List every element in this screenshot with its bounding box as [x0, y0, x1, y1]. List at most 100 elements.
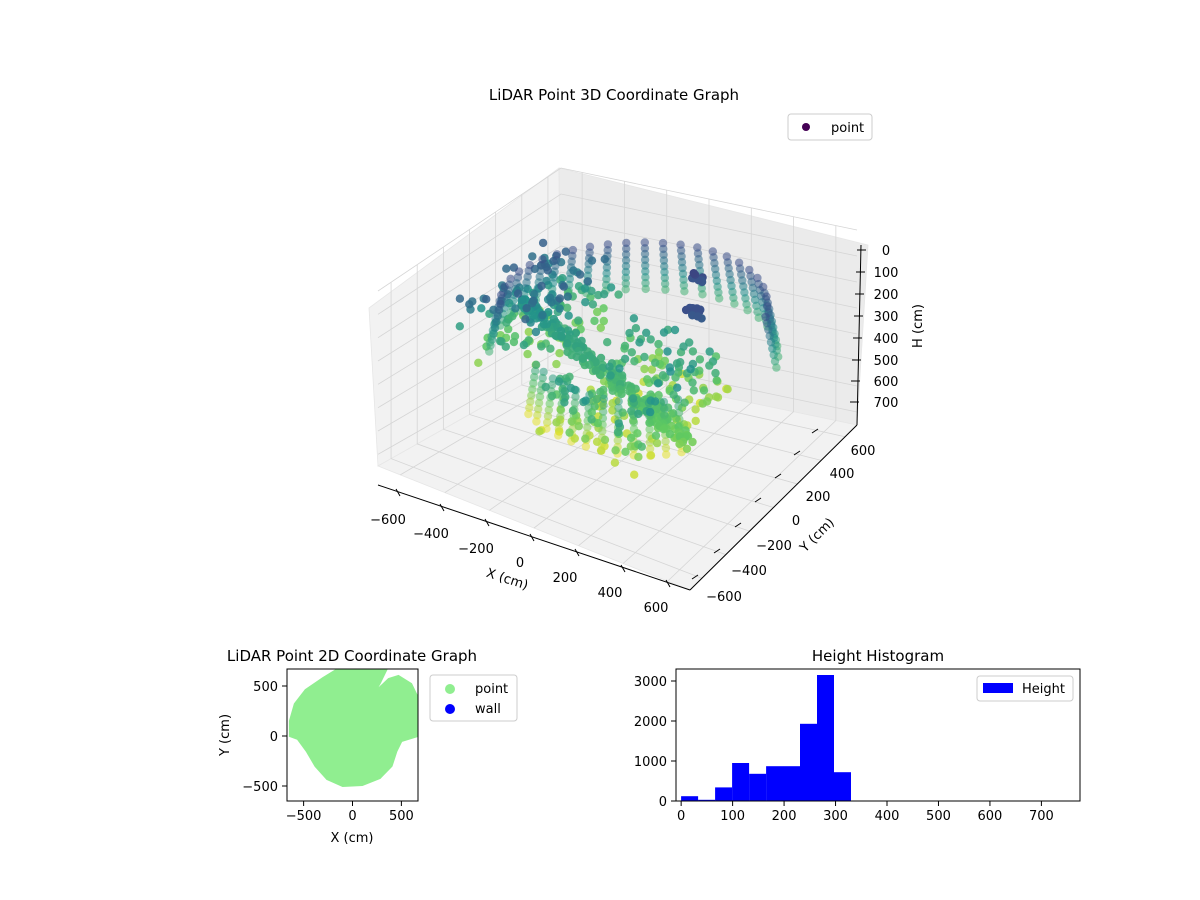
point-3d	[765, 331, 774, 341]
y3d-tick-label: 600	[851, 444, 876, 459]
point-3d	[688, 378, 697, 387]
point-3d	[641, 273, 650, 282]
point-3d	[606, 283, 616, 292]
point-3d	[599, 316, 608, 326]
point-3d	[705, 347, 714, 356]
point-3d	[676, 240, 685, 249]
point-3d	[581, 434, 590, 443]
point-3d	[626, 442, 635, 451]
point-3d	[600, 435, 610, 444]
point-3d	[646, 335, 655, 344]
histogram-bar	[715, 787, 733, 801]
chart-3d-x-axis-line	[377, 484, 691, 591]
point-3d	[575, 270, 585, 279]
z3d-gridline	[377, 219, 858, 339]
point-3d	[534, 404, 543, 414]
point-3d	[637, 442, 646, 451]
x3d-tick-mark	[395, 488, 401, 497]
point-3d	[591, 366, 601, 375]
point-3d	[627, 406, 636, 416]
point-3d	[621, 250, 631, 259]
point-3d	[580, 284, 590, 293]
point-3d	[547, 380, 557, 390]
point-3d	[592, 395, 601, 404]
point-3d	[522, 304, 531, 313]
point-3d	[693, 243, 702, 252]
point-3d	[629, 398, 639, 407]
point-3d	[563, 339, 572, 348]
chart-3d-legend-box	[787, 113, 873, 141]
point-3d	[673, 395, 683, 404]
point-3d	[674, 408, 684, 417]
point-3d	[521, 315, 530, 324]
point-3d	[599, 290, 609, 299]
point-3d	[711, 368, 720, 378]
point-3d	[691, 405, 700, 414]
point-3d	[666, 367, 675, 376]
point-3d	[645, 431, 654, 441]
point-3d	[599, 304, 608, 313]
point-3d	[660, 410, 669, 420]
point-3d	[673, 383, 682, 392]
point-3d	[581, 442, 591, 451]
point-3d	[525, 403, 534, 412]
point-3d	[517, 296, 526, 305]
point-3d	[699, 386, 709, 395]
point-3d	[561, 247, 570, 256]
point-3d	[590, 316, 599, 326]
chart-2d-xlabel: X (cm)	[331, 831, 374, 846]
point-3d	[769, 350, 778, 360]
point-3d	[587, 286, 596, 296]
point-3d	[629, 418, 639, 427]
chart-3d-legend: point	[787, 113, 873, 141]
chart-3d-z-ticks: 0 100 200 300 400 500 600 700 H (cm)	[850, 244, 926, 411]
point-3d	[640, 364, 649, 374]
chart-3d-legend-label: point	[831, 121, 864, 136]
point-3d	[535, 392, 545, 401]
point-3d	[546, 344, 555, 353]
z3d-tick-label: 0	[882, 244, 890, 259]
histogram-bar	[817, 675, 834, 801]
point-3d	[614, 397, 623, 406]
point-3d	[645, 444, 655, 454]
z3d-axis-label: H (cm)	[911, 304, 926, 348]
point-3d	[661, 285, 670, 294]
z3d-tick-label: 700	[874, 396, 899, 411]
point-3d	[565, 428, 574, 437]
point-3d	[574, 422, 583, 431]
y3d-tick-label: 200	[806, 490, 831, 505]
point-3d	[646, 451, 656, 460]
point-3d	[557, 332, 566, 341]
chart-2d: LiDAR Point 2D Coordinate Graph −500 0 500…	[218, 647, 518, 846]
point-3d	[584, 403, 593, 413]
chart-hist-bars	[681, 675, 851, 801]
y3d-tick-mark	[754, 497, 762, 503]
point-3d	[766, 338, 776, 347]
point-3d	[596, 446, 606, 455]
y3d-tick-mark	[811, 428, 819, 434]
histogram-bar	[681, 796, 699, 801]
point-3d	[615, 364, 624, 373]
hist-x-tick-label: 400	[875, 809, 900, 824]
point-3d	[603, 240, 613, 249]
point-3d	[695, 355, 705, 364]
point-3d	[762, 292, 771, 301]
point-3d	[511, 304, 520, 313]
point-3d	[614, 410, 623, 419]
point-3d	[524, 409, 533, 419]
point-3d	[770, 357, 780, 366]
point-3d	[659, 425, 668, 434]
point-3d	[622, 244, 631, 253]
point-3d	[653, 379, 663, 388]
point-3d	[543, 266, 552, 275]
point-3d	[621, 267, 631, 277]
point-3d	[761, 312, 770, 322]
y3d-tick-mark	[734, 522, 742, 528]
z3d-gridline	[377, 193, 858, 315]
point-3d	[610, 458, 620, 467]
histogram-bar	[834, 772, 851, 801]
chart-3d-z-axis-line	[856, 244, 862, 426]
y3d-gridline	[442, 247, 750, 532]
point-3d	[763, 302, 772, 311]
x3d-tick-mark	[665, 579, 671, 588]
